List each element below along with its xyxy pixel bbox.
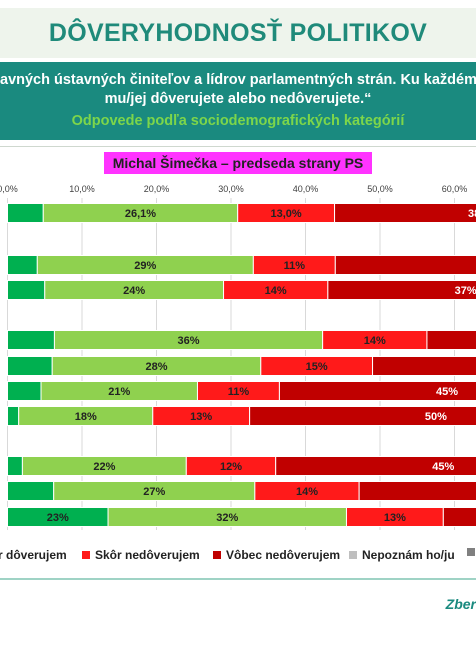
bar-segment [442,507,476,527]
chart-title: Michal Šimečka – predseda strany PS [112,155,364,171]
page-title: DÔVERYHODNOSŤ POLITIKOV [48,18,428,47]
chart-title-box: Michal Šimečka – predseda strany PS [104,152,372,174]
bar-segment [334,203,476,223]
data-label: 11% [228,386,250,398]
subtitle: Odpovede podľa sociodemografických kateg… [71,113,405,129]
legend-label: Skôr nedôverujem [95,548,200,562]
data-label: 13% [190,411,212,423]
data-label: 14% [364,335,386,347]
legend-label: Vôbec nedôverujem [226,548,341,562]
data-label: 45% [432,461,454,473]
legend-item-vobec-nedoverujem: Vôbec nedôverujem [213,548,340,562]
x-tick-label: 10,0% [69,184,95,194]
legend-label: Nepoznám ho/ju [362,548,455,562]
source-note: Zber [445,596,476,612]
data-label: 18% [75,411,97,423]
legend-item-nepoznam: Nepoznám ho/ju [349,548,455,562]
legend-swatch [213,551,221,559]
bar-segment [334,255,476,275]
data-label: 37% [455,285,476,297]
data-label: 38,7 [468,208,476,220]
data-label: 24% [123,285,145,297]
bar-segment [7,406,20,426]
x-tick-label: 30,0% [218,184,244,194]
data-label: 32% [216,512,238,524]
bar-segment [278,381,476,401]
x-tick-label: 40,0% [293,184,319,194]
question-text-line-2: mu/jej dôverujete alebo nedôverujete.“ [104,91,372,107]
data-label: 14% [265,285,287,297]
question-text-line-1: avných ústavných činiteľov a lídrov parl… [0,72,476,88]
data-label: 22% [93,461,115,473]
bar-segment [275,456,476,476]
bar-segment [7,456,23,476]
chart-legend: r dôverujem Skôr nedôverujem Vôbec nedôv… [0,540,476,570]
legend-item-skor-nedoverujem: Skôr nedôverujem [82,548,200,562]
question-banner [0,62,476,140]
data-label: 14% [296,486,318,498]
x-tick-label: 60,0% [442,184,468,194]
data-label: 23% [47,512,69,524]
bar-segment [327,280,476,300]
bar-segment [7,280,46,300]
x-tick-label: 20,0% [144,184,170,194]
legend-item-skor-doverujem: r dôverujem [0,548,67,562]
bar-segment [426,330,476,350]
data-label: 28% [145,361,167,373]
x-tick-label: 0,0% [0,184,18,194]
data-label: 12% [220,461,242,473]
stacked-bar-chart: 0,0%10,0%20,0%30,0%40,0%50,0%60,0%70,0%2… [0,184,476,530]
data-label: 29% [134,260,156,272]
bar-segment [7,255,38,275]
title-banner: DÔVERYHODNOSŤ POLITIKOV [0,8,476,58]
data-label: 21% [108,386,130,398]
legend-swatch [82,551,90,559]
bar-segment [7,330,55,350]
data-label: 13% [384,512,406,524]
data-label: 36% [178,335,200,347]
bar-segment [7,481,55,501]
legend-label: r dôverujem [0,548,67,562]
data-label: 26,1% [125,208,156,220]
legend-swatch [467,548,475,556]
bar-segment [372,356,476,376]
x-tick-label: 50,0% [367,184,393,194]
data-label: 27% [143,486,165,498]
data-label: 15% [306,361,328,373]
bar-segment [7,356,53,376]
footer-strip [0,578,476,652]
legend-swatch [349,551,357,559]
chart-area [0,146,476,577]
data-label: 11% [284,260,306,272]
data-label: 45% [436,386,458,398]
data-label: 50% [425,411,447,423]
bar-segment [7,381,42,401]
legend-item-other [467,548,476,556]
bar-segment [7,203,44,223]
bar-segment [358,481,476,501]
data-label: 13,0% [271,208,302,220]
bar-segment [249,406,476,426]
